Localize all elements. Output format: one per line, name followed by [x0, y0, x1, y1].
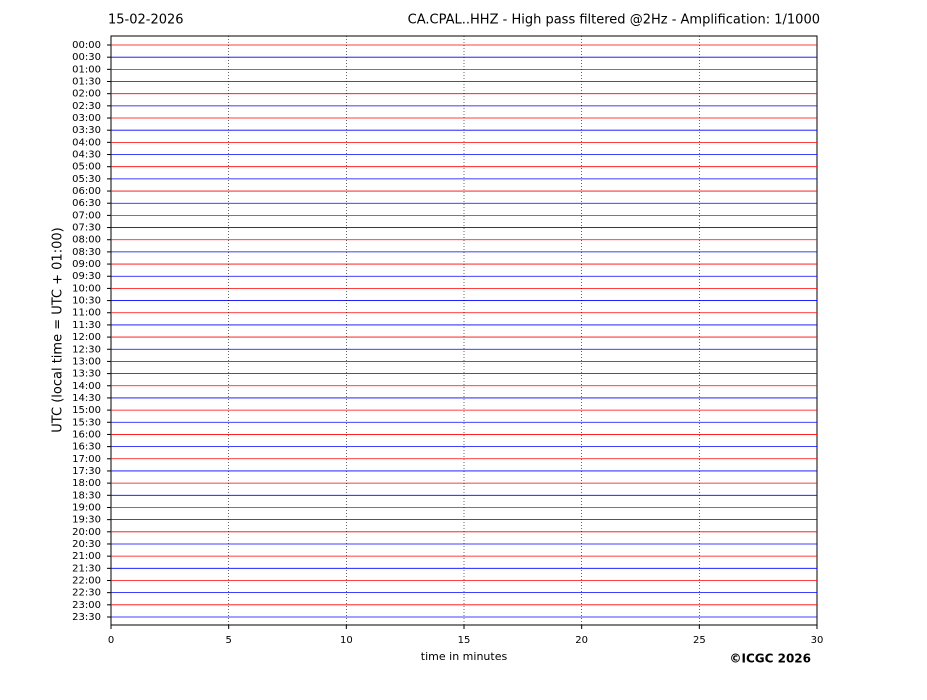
row-label: 10:00: [72, 283, 101, 294]
row-label: 06:00: [72, 186, 101, 197]
row-label: 16:30: [72, 442, 101, 453]
x-tick-label: 15: [458, 635, 471, 646]
row-label: 04:30: [72, 150, 101, 161]
row-label: 21:30: [72, 563, 101, 574]
copyright: ©ICGC 2026: [729, 652, 811, 666]
x-tick-label: 5: [225, 635, 231, 646]
row-label: 02:00: [72, 89, 101, 100]
row-label: 06:30: [72, 198, 101, 209]
x-axis-label: time in minutes: [421, 650, 508, 663]
row-label: 10:30: [72, 296, 101, 307]
row-label: 01:30: [72, 77, 101, 88]
row-label: 04:00: [72, 137, 101, 148]
row-label: 22:00: [72, 575, 101, 586]
row-label: 14:30: [72, 393, 101, 404]
row-label: 17:30: [72, 466, 101, 477]
row-label: 13:30: [72, 369, 101, 380]
row-label: 23:30: [72, 612, 101, 623]
row-label: 11:30: [72, 320, 101, 331]
x-tick-label: 10: [340, 635, 353, 646]
row-label: 20:00: [72, 527, 101, 538]
row-label: 17:00: [72, 454, 101, 465]
row-label: 12:00: [72, 332, 101, 343]
row-label: 22:30: [72, 588, 101, 599]
row-label: 08:00: [72, 235, 101, 246]
row-label: 00:30: [72, 52, 101, 63]
row-label: 23:00: [72, 600, 101, 611]
row-label: 15:00: [72, 405, 101, 416]
chart-title: CA.CPAL..HHZ - High pass filtered @2Hz -…: [408, 13, 820, 28]
row-label: 09:00: [72, 259, 101, 270]
date: 15-02-2026: [108, 13, 184, 28]
row-label: 13:00: [72, 356, 101, 367]
row-label: 05:00: [72, 162, 101, 173]
x-tick-label: 30: [811, 635, 824, 646]
row-label: 11:00: [72, 308, 101, 319]
row-label: 05:30: [72, 174, 101, 185]
row-label: 18:30: [72, 490, 101, 501]
x-tick-label: 25: [693, 635, 706, 646]
row-label: 09:30: [72, 271, 101, 282]
row-label: 07:00: [72, 210, 101, 221]
row-label: 12:30: [72, 344, 101, 355]
row-label: 20:30: [72, 539, 101, 550]
row-label: 07:30: [72, 223, 101, 234]
row-label: 18:00: [72, 478, 101, 489]
y-axis-label: UTC (local time = UTC + 01:00): [51, 227, 66, 432]
row-label: 08:30: [72, 247, 101, 258]
row-label: 03:00: [72, 113, 101, 124]
row-label: 01:00: [72, 64, 101, 75]
row-label: 14:00: [72, 381, 101, 392]
x-tick-label: 20: [575, 635, 588, 646]
x-tick-label: 0: [108, 635, 114, 646]
row-label: 02:30: [72, 101, 101, 112]
row-label: 19:00: [72, 502, 101, 513]
row-label: 03:30: [72, 125, 101, 136]
row-label: 21:00: [72, 551, 101, 562]
row-label: 16:00: [72, 429, 101, 440]
row-label: 15:30: [72, 417, 101, 428]
row-label: 00:00: [72, 40, 101, 51]
row-label: 19:30: [72, 515, 101, 526]
